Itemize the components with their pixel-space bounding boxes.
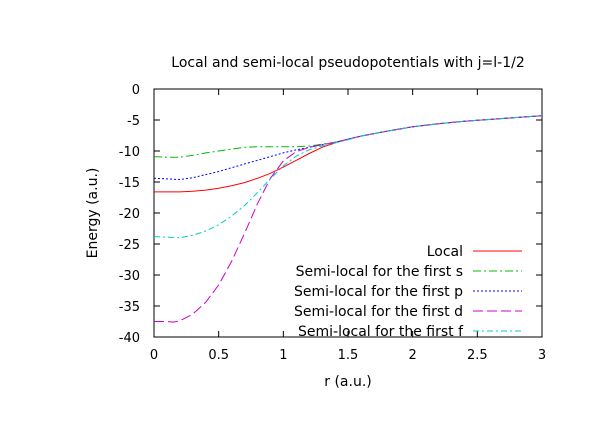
x-axis: 0 0.5 1 1.5 2 2.5 3 [150,89,546,363]
y-tick-label: 0 [132,83,140,98]
series-lines [153,115,543,323]
x-tick-label: 1.5 [338,348,359,363]
x-tick-label: 0.5 [208,348,229,363]
legend-label: Local [427,244,463,260]
y-tick-label: -10 [119,145,140,160]
x-axis-title: r (a.u.) [324,374,371,390]
legend-label: Semi-local for the first p [294,284,463,300]
series-line-2 [153,115,543,181]
legend-label: Semi-local for the first f [298,324,464,340]
y-tick-label: -35 [119,300,140,315]
chart-title: Local and semi-local pseudopotentials wi… [171,55,524,71]
legend: Local Semi-local for the first s Semi-loca… [294,244,522,340]
y-axis-title: Energy (a.u.) [85,168,101,259]
y-tick-label: -25 [119,238,140,253]
series-line-1 [153,115,543,158]
y-tick-label: -40 [119,331,140,346]
y-tick-label: -15 [119,176,140,191]
legend-label: Semi-local for the first d [294,304,463,320]
y-tick-label: -20 [119,207,140,222]
y-tick-label: -5 [127,114,140,129]
x-tick-label: 1 [279,348,287,363]
series-line-4 [153,115,543,239]
y-axis: 0 -5 -10 -15 -20 -25 -30 -35 -40 [119,83,542,346]
series-line-0 [154,115,543,193]
x-tick-label: 2.5 [467,348,488,363]
x-tick-label: 2 [409,348,417,363]
y-tick-label: -30 [119,269,140,284]
legend-label: Semi-local for the first s [296,264,463,280]
x-tick-label: 3 [538,348,546,363]
x-tick-label: 0 [150,348,158,363]
